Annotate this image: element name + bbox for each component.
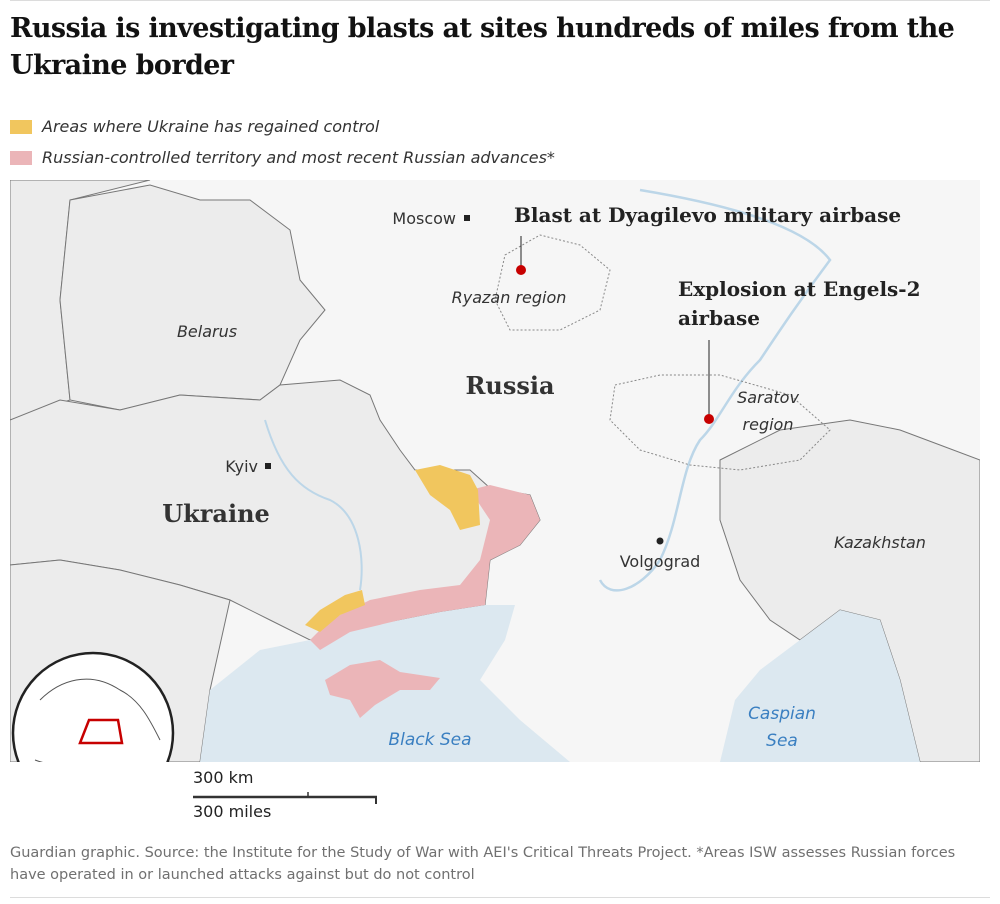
label-ukraine: Ukraine [162, 499, 270, 528]
page-title: Russia is investigating blasts at sites … [10, 13, 955, 81]
label-saratov-region: region [743, 415, 794, 434]
ukraine-regained-kherson [305, 590, 365, 632]
belarus-shape [59, 184, 326, 411]
dyagilevo-blast-marker [516, 265, 526, 275]
scale-km: 300 km [193, 768, 254, 787]
legend-item-ukraine-regained: Areas where Ukraine has regained control [10, 117, 379, 136]
caspian-sea [720, 610, 920, 762]
annotation-engels-2: airbase [678, 306, 760, 330]
moscow-marker [464, 215, 470, 221]
kyiv-marker [265, 463, 271, 469]
legend-label: Areas where Ukraine has regained control [42, 117, 380, 136]
label-kazakhstan: Kazakhstan [834, 533, 926, 552]
ryazan-region-outline [494, 234, 611, 331]
legend-label: Russian-controlled territory and most re… [42, 148, 555, 167]
label-belarus: Belarus [177, 322, 237, 341]
label-moscow: Moscow [392, 209, 456, 228]
label-caspian-sea: Sea [766, 731, 798, 751]
scale-miles: 300 miles [193, 802, 272, 821]
label-black-sea: Black Sea [388, 730, 471, 750]
russian-controlled-crimea [325, 660, 440, 718]
annotation-dyagilevo: Blast at Dyagilevo military airbase [514, 203, 901, 227]
volgograd-marker [656, 537, 664, 545]
label-saratov: Saratov [737, 388, 799, 407]
legend-swatch-yellow [10, 119, 32, 134]
label-russia: Russia [465, 371, 554, 400]
russian-controlled-mainland [310, 485, 540, 650]
top-divider [10, 0, 990, 1]
label-ryazan-region: Ryazan region [452, 288, 567, 307]
source-footer: Guardian graphic. Source: the Institute … [10, 845, 956, 883]
map: Belarus Russia Ukraine Kazakhstan Moscow… [10, 180, 980, 762]
scale-bar [193, 792, 377, 804]
legend-swatch-pink [10, 150, 32, 165]
engels-blast-marker [704, 414, 714, 424]
legend-item-russian-controlled: Russian-controlled territory and most re… [10, 148, 555, 167]
dnipro-river [264, 419, 363, 591]
volga-river [598, 188, 832, 592]
label-kyiv: Kyiv [225, 457, 258, 476]
bottom-divider [10, 897, 990, 898]
locator-globe [11, 651, 175, 762]
label-caspian: Caspian [748, 704, 816, 724]
ukraine-regained-kharkiv [415, 465, 480, 530]
annotation-engels: Explosion at Engels-2 [678, 277, 921, 301]
locator-box [78, 718, 124, 745]
label-volgograd: Volgograd [620, 552, 701, 571]
